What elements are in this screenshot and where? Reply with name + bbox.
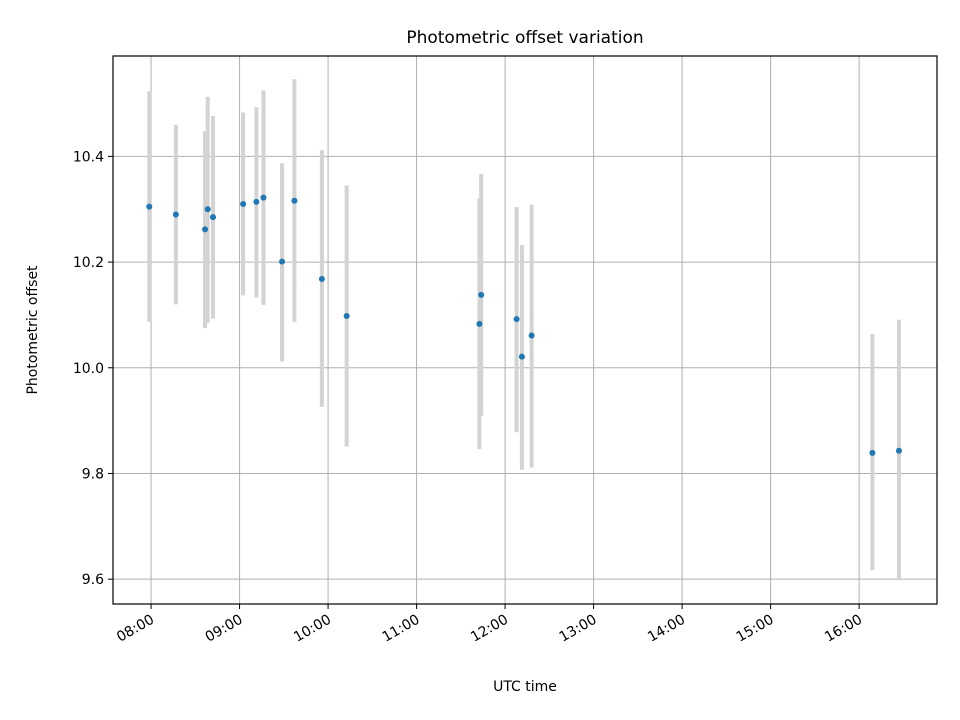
y-axis-ticks: 9.6 9.8 10.0 10.2 10.4: [73, 149, 113, 588]
data-point: [291, 197, 298, 204]
y-tick-label: 9.6: [82, 572, 104, 588]
error-bars: [147, 79, 901, 581]
data-point: [204, 206, 211, 213]
y-tick-label: 9.8: [82, 466, 104, 482]
x-tick-label: 10:00: [291, 612, 334, 646]
data-point: [528, 332, 535, 339]
x-tick-label: 13:00: [557, 612, 600, 646]
data-point: [478, 291, 485, 298]
grid: [113, 56, 937, 604]
y-tick-label: 10.4: [73, 149, 104, 165]
x-axis-label: UTC time: [493, 679, 557, 695]
data-point: [172, 211, 179, 218]
x-axis-ticks: 08:00 09:00 10:00 11:00 12:00 13:00 14:00 15:00…: [114, 604, 865, 646]
data-point: [476, 320, 483, 327]
data-point: [260, 194, 267, 201]
x-tick-label: 08:00: [114, 612, 157, 646]
data-point: [343, 312, 350, 319]
data-point: [146, 203, 153, 210]
x-tick-label: 11:00: [380, 612, 423, 646]
data-point: [202, 226, 209, 233]
data-point: [318, 276, 325, 283]
x-tick-label: 14:00: [645, 612, 688, 646]
plot-frame: [112, 55, 938, 605]
data-point: [210, 214, 217, 221]
data-point: [869, 449, 876, 456]
chart-title: Photometric offset variation: [406, 28, 643, 48]
data-point: [513, 316, 520, 323]
data-point: [253, 198, 260, 205]
data-point: [279, 258, 286, 265]
data-point: [518, 353, 525, 360]
x-tick-label: 09:00: [203, 612, 246, 646]
x-tick-label: 12:00: [468, 612, 511, 646]
data-point: [895, 447, 902, 454]
y-axis-label: Photometric offset: [25, 265, 41, 395]
x-tick-label: 15:00: [734, 612, 777, 646]
data-point: [240, 200, 247, 207]
y-tick-label: 10.0: [73, 361, 104, 377]
data-points: [146, 194, 902, 456]
x-tick-label: 16:00: [822, 612, 865, 646]
y-tick-label: 10.2: [73, 255, 104, 271]
